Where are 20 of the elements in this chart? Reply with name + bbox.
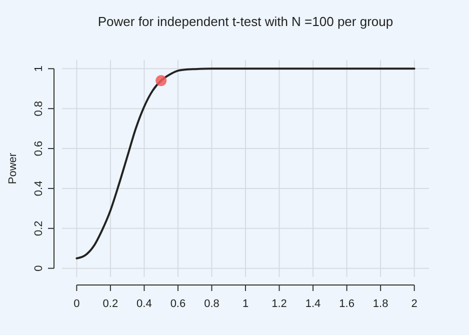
x-tick-label: 0.6 [170, 298, 186, 310]
chart-title: Power for independent t-test with N =100 per group [98, 14, 394, 29]
y-axis-title: Power [7, 152, 19, 184]
y-tick-label: 0.8 [33, 100, 45, 116]
y-tick-label: 0 [33, 265, 45, 272]
x-tick-label: 1 [242, 298, 249, 310]
x-tick-label: 0.2 [102, 298, 118, 310]
y-tick-label: 1 [33, 66, 45, 72]
x-tick-label: 0.8 [204, 298, 220, 310]
y-tick-label: 0.6 [33, 140, 45, 156]
line-series [76, 68, 416, 260]
y-tick-label: 0.2 [33, 220, 45, 236]
x-tick-label: 1.4 [305, 298, 321, 310]
x-tick-label: 1.8 [372, 298, 388, 310]
x-tick-label: 1.6 [339, 298, 354, 310]
x-tick-label: 0.4 [136, 298, 152, 310]
x-tick-label: 1.2 [272, 298, 287, 310]
y-tick-label: 0.4 [33, 180, 45, 196]
x-tick-label: 2 [411, 298, 418, 310]
x-tick-label: 0 [74, 298, 80, 310]
